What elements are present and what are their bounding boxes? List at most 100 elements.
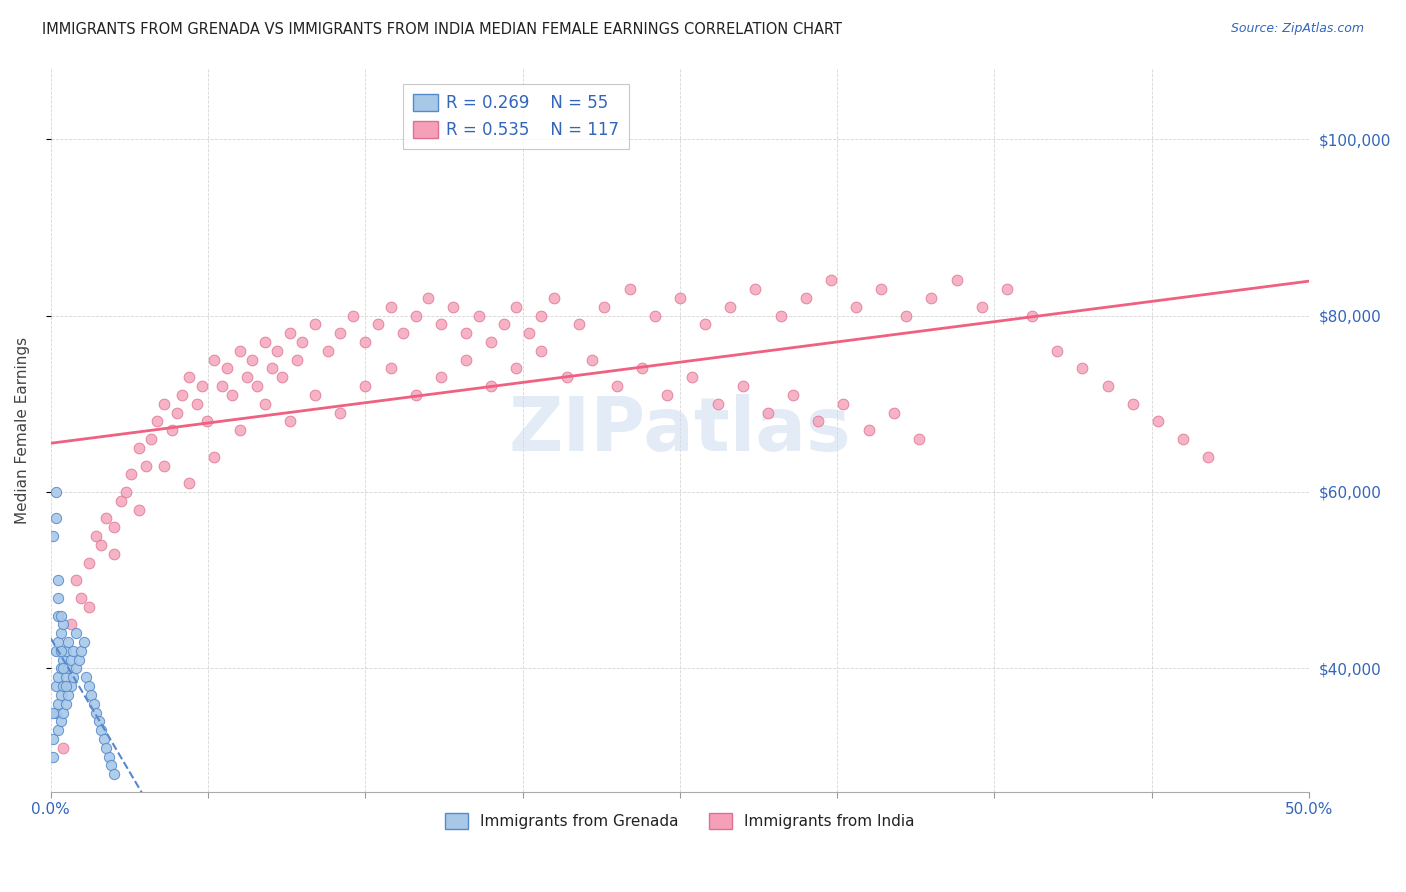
Point <box>441 300 464 314</box>
Point <box>430 318 453 332</box>
Point <box>52 617 75 632</box>
Point <box>240 352 263 367</box>
Legend: Immigrants from Grenada, Immigrants from India: Immigrants from Grenada, Immigrants from… <box>439 806 921 835</box>
Point <box>454 352 477 367</box>
Point <box>202 352 225 367</box>
Point <box>619 282 641 296</box>
Point <box>517 326 540 341</box>
Point <box>84 706 107 720</box>
Point <box>96 740 118 755</box>
Point <box>191 379 214 393</box>
Point <box>48 697 70 711</box>
Point <box>58 635 80 649</box>
Point <box>329 406 352 420</box>
Point <box>555 370 578 384</box>
Point <box>681 370 703 384</box>
Point <box>657 388 679 402</box>
Point <box>49 661 72 675</box>
Point <box>70 591 93 605</box>
Point <box>316 343 339 358</box>
Point <box>581 352 603 367</box>
Point <box>1171 432 1194 446</box>
Point <box>83 697 105 711</box>
Point <box>505 361 527 376</box>
Point <box>479 379 502 393</box>
Point <box>921 291 943 305</box>
Point <box>543 291 565 305</box>
Point <box>693 318 716 332</box>
Point <box>278 414 301 428</box>
Point <box>405 388 427 402</box>
Point <box>287 352 309 367</box>
Point <box>65 661 87 675</box>
Point <box>908 432 931 446</box>
Point <box>492 318 515 332</box>
Point <box>49 608 72 623</box>
Point <box>45 706 67 720</box>
Point <box>832 397 855 411</box>
Point <box>59 652 82 666</box>
Point <box>278 326 301 341</box>
Point <box>96 511 118 525</box>
Point <box>55 670 77 684</box>
Point <box>718 300 741 314</box>
Point <box>430 370 453 384</box>
Point <box>820 273 842 287</box>
Point <box>253 397 276 411</box>
Point <box>945 273 967 287</box>
Point <box>42 732 65 747</box>
Point <box>90 723 112 738</box>
Point <box>342 309 364 323</box>
Point <box>65 573 87 587</box>
Point <box>253 334 276 349</box>
Point <box>52 661 75 675</box>
Point <box>807 414 830 428</box>
Point <box>995 282 1018 296</box>
Point <box>45 485 67 500</box>
Point <box>48 608 70 623</box>
Point <box>202 450 225 464</box>
Point <box>606 379 628 393</box>
Point <box>52 706 75 720</box>
Point <box>530 343 553 358</box>
Point <box>454 326 477 341</box>
Point <box>103 520 125 534</box>
Point <box>77 556 100 570</box>
Point <box>42 749 65 764</box>
Point <box>80 688 103 702</box>
Point <box>731 379 754 393</box>
Point <box>110 493 132 508</box>
Point <box>1147 414 1170 428</box>
Point <box>48 573 70 587</box>
Point <box>49 714 72 729</box>
Point <box>367 318 389 332</box>
Point <box>669 291 692 305</box>
Point <box>58 688 80 702</box>
Point <box>48 591 70 605</box>
Point <box>160 423 183 437</box>
Point <box>858 423 880 437</box>
Point <box>93 732 115 747</box>
Point <box>883 406 905 420</box>
Point <box>48 723 70 738</box>
Point <box>55 697 77 711</box>
Point <box>271 370 294 384</box>
Point <box>1046 343 1069 358</box>
Point <box>141 432 163 446</box>
Point <box>380 300 402 314</box>
Point <box>48 670 70 684</box>
Point <box>120 467 142 482</box>
Point <box>304 388 326 402</box>
Point <box>42 706 65 720</box>
Point <box>45 679 67 693</box>
Point <box>756 406 779 420</box>
Point <box>75 670 97 684</box>
Point <box>354 379 377 393</box>
Point <box>467 309 489 323</box>
Point <box>52 652 75 666</box>
Point <box>329 326 352 341</box>
Point <box>166 406 188 420</box>
Point <box>115 485 138 500</box>
Point <box>70 644 93 658</box>
Point <box>65 626 87 640</box>
